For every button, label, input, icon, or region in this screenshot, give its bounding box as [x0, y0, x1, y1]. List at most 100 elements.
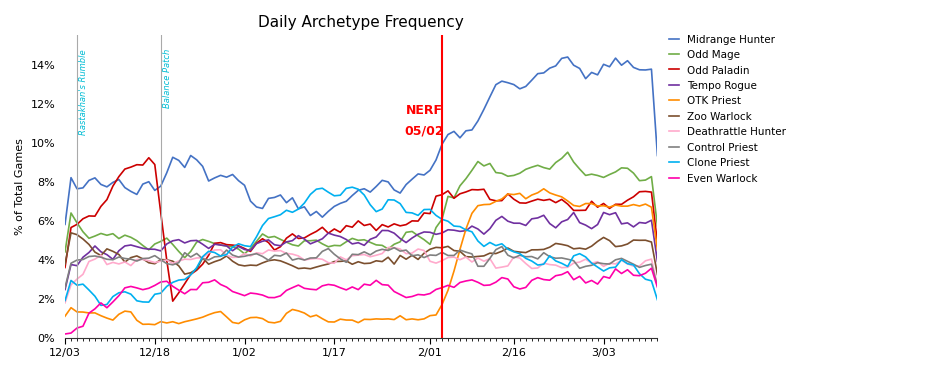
Deathrattle Hunter [628, 264, 639, 268]
Line: Clone Priest: Clone Priest [65, 187, 657, 305]
Zoo Warlock [179, 272, 190, 276]
Control Priest [173, 260, 184, 265]
Odd Paladin [616, 202, 627, 207]
Even Warlock [646, 266, 657, 270]
Line: Tempo Rogue: Tempo Rogue [65, 213, 657, 289]
Deathrattle Hunter [197, 256, 208, 260]
Even Warlock [652, 285, 663, 289]
Odd Mage [173, 249, 184, 254]
Line: Zoo Warlock: Zoo Warlock [65, 233, 657, 275]
Even Warlock [412, 292, 424, 297]
Clone Priest [95, 303, 106, 308]
Odd Paladin [652, 241, 663, 245]
Line: Odd Mage: Odd Mage [65, 152, 657, 258]
Clone Priest [59, 298, 70, 303]
Even Warlock [604, 276, 616, 280]
Midrange Hunter [562, 55, 574, 59]
Odd Paladin [185, 272, 197, 276]
Clone Priest [376, 207, 388, 211]
Midrange Hunter [652, 153, 663, 158]
Odd Paladin [425, 211, 436, 216]
Even Warlock [173, 288, 184, 292]
Deathrattle Hunter [652, 283, 663, 288]
Tempo Rogue [628, 225, 639, 229]
Control Priest [197, 257, 208, 261]
Clone Priest [652, 298, 663, 302]
Control Priest [652, 283, 663, 288]
Zoo Warlock [418, 251, 429, 256]
Control Priest [59, 285, 70, 290]
Deathrattle Hunter [173, 259, 184, 263]
Odd Paladin [376, 222, 388, 227]
Clone Priest [347, 185, 358, 189]
Clone Priest [616, 257, 627, 262]
Even Warlock [59, 332, 70, 336]
Odd Mage [634, 178, 645, 183]
Tempo Rogue [365, 237, 376, 242]
Clone Priest [179, 277, 190, 282]
Text: Balance Patch: Balance Patch [162, 49, 172, 108]
Clone Priest [203, 249, 215, 254]
Midrange Hunter [412, 172, 424, 176]
Control Priest [628, 262, 639, 266]
Tempo Rogue [197, 242, 208, 247]
Zoo Warlock [203, 262, 215, 266]
Zoo Warlock [370, 258, 382, 263]
Midrange Hunter [173, 158, 184, 163]
OTK Priest [418, 317, 429, 321]
Even Warlock [197, 280, 208, 285]
Clone Priest [634, 272, 645, 276]
Deathrattle Hunter [610, 262, 621, 266]
Tempo Rogue [412, 232, 424, 236]
OTK Priest [652, 248, 663, 252]
Midrange Hunter [610, 56, 621, 60]
Deathrattle Hunter [59, 301, 70, 305]
Text: Rastakhan's Rumble: Rastakhan's Rumble [79, 49, 87, 135]
Zoo Warlock [610, 244, 621, 249]
Line: OTK Priest: OTK Priest [65, 189, 657, 325]
Odd Paladin [209, 241, 220, 245]
Zoo Warlock [628, 238, 639, 242]
Zoo Warlock [66, 231, 77, 235]
Odd Mage [562, 150, 574, 154]
Tempo Rogue [652, 259, 663, 264]
Odd Paladin [143, 156, 155, 160]
Even Warlock [365, 283, 376, 288]
Tempo Rogue [598, 210, 609, 215]
Odd Mage [652, 223, 663, 228]
Legend: Midrange Hunter, Odd Mage, Odd Paladin, Tempo Rogue, OTK Priest, Zoo Warlock, De: Midrange Hunter, Odd Mage, Odd Paladin, … [669, 34, 787, 184]
Deathrattle Hunter [383, 245, 394, 250]
Zoo Warlock [59, 262, 70, 266]
Zoo Warlock [652, 272, 663, 277]
Line: Even Warlock: Even Warlock [65, 268, 657, 334]
Midrange Hunter [628, 65, 639, 70]
OTK Priest [634, 204, 645, 208]
OTK Priest [538, 186, 549, 191]
Midrange Hunter [59, 222, 70, 227]
Odd Mage [418, 237, 429, 242]
Text: NERF
05/02: NERF 05/02 [405, 104, 444, 138]
Odd Paladin [59, 265, 70, 270]
Odd Mage [370, 243, 382, 247]
Odd Mage [616, 166, 627, 170]
Y-axis label: % of Total Games: % of Total Games [15, 138, 25, 235]
Title: Daily Archetype Frequency: Daily Archetype Frequency [258, 15, 465, 30]
Midrange Hunter [365, 190, 376, 194]
OTK Priest [149, 322, 161, 327]
Control Priest [365, 253, 376, 257]
Tempo Rogue [610, 210, 621, 215]
Control Priest [412, 253, 424, 257]
Tempo Rogue [59, 287, 70, 292]
OTK Priest [370, 317, 382, 321]
Odd Mage [203, 239, 215, 244]
Control Priest [496, 244, 507, 249]
OTK Priest [59, 314, 70, 319]
Odd Paladin [634, 189, 645, 194]
Line: Midrange Hunter: Midrange Hunter [65, 57, 657, 225]
Deathrattle Hunter [418, 248, 429, 253]
OTK Priest [616, 204, 627, 209]
Odd Mage [59, 250, 70, 254]
OTK Priest [203, 313, 215, 317]
Line: Odd Paladin: Odd Paladin [65, 158, 657, 301]
Midrange Hunter [197, 164, 208, 169]
